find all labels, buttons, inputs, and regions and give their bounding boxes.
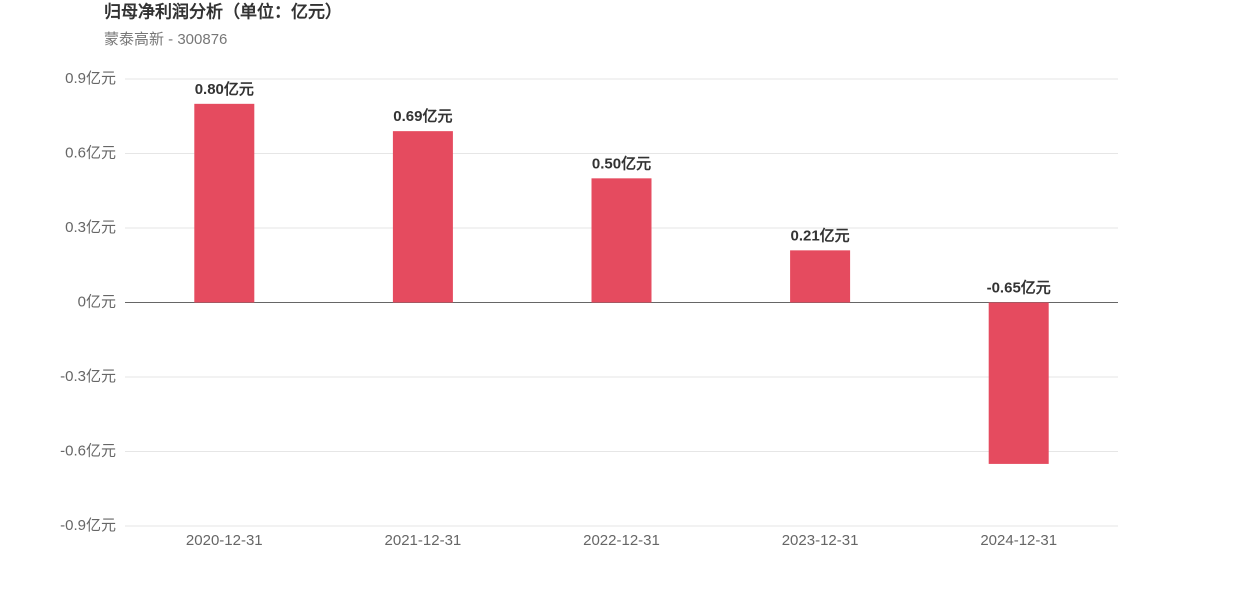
y-tick-label: -0.9亿元 [60, 517, 116, 534]
bar [392, 131, 453, 303]
x-tick-label: 2023-12-31 [782, 532, 859, 549]
value-label: 0.50亿元 [592, 154, 651, 172]
y-tick-label: 0.6亿元 [65, 144, 116, 161]
y-tick-label: 0.9亿元 [65, 70, 116, 87]
chart-title: 归母净利润分析（单位：亿元） [104, 1, 342, 21]
y-tick-label: -0.6亿元 [60, 442, 116, 459]
x-tick-label: 2021-12-31 [385, 532, 462, 549]
bar [988, 302, 1049, 464]
x-tick-label: 2022-12-31 [583, 532, 660, 549]
x-tick-label: 2024-12-31 [980, 532, 1057, 549]
value-label: 0.21亿元 [790, 226, 849, 244]
value-label: -0.65亿元 [987, 278, 1051, 296]
chart-subtitle: 蒙泰高新 - 300876 [104, 31, 227, 48]
bar [790, 250, 851, 303]
bar [194, 103, 255, 303]
value-label: 0.69亿元 [393, 107, 452, 125]
y-tick-label: -0.3亿元 [60, 368, 116, 385]
y-tick-label: 0亿元 [78, 293, 116, 310]
bar [591, 178, 652, 303]
y-tick-label: 0.3亿元 [65, 219, 116, 236]
value-label: 0.80亿元 [195, 80, 254, 98]
x-tick-label: 2020-12-31 [186, 532, 263, 549]
